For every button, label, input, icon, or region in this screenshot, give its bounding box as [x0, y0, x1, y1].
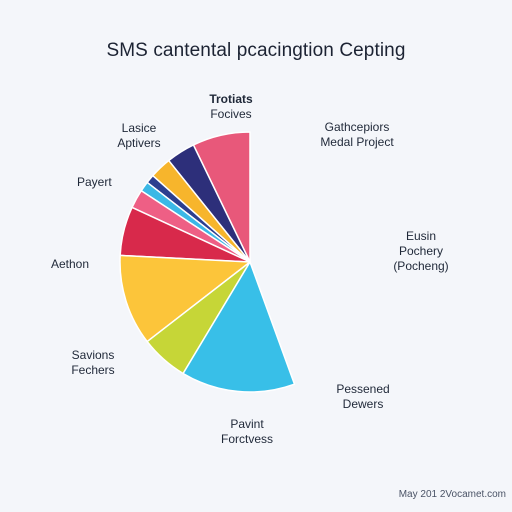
label-pavint: Pavint Forctvess [212, 417, 282, 447]
label-line1: Gathcepiors [324, 120, 390, 134]
label-lasice: Lasice Aptivers [104, 121, 174, 151]
pie-slice-8 [119, 254, 251, 343]
label-aethon: Aethon [51, 257, 89, 272]
label-line2: Medal Project [320, 135, 394, 149]
label-line2: Forctvess [220, 432, 273, 446]
label-line2: Pochery [398, 244, 444, 258]
label-pessened: Pessened Dewers [328, 382, 398, 412]
label-line2: Dewers [342, 397, 384, 411]
label-line1: Savions [71, 348, 115, 362]
chart-title: SMS cantental pcacingtion Cepting [106, 40, 406, 61]
label-eusin: Eusin Pochery (Pocheng) [386, 229, 456, 274]
label-line1: Payert [77, 175, 112, 189]
label-line1: Trotiats [209, 92, 253, 106]
label-line3: (Pocheng) [393, 259, 449, 273]
label-line1: Eusin [405, 229, 437, 243]
label-line1: Pessened [336, 382, 390, 396]
pie-slice-10 [182, 261, 296, 393]
label-payert: Payert [77, 175, 112, 190]
label-gathcepiors: Gathcepiors Medal Project [312, 120, 402, 150]
label-trotiats: Trotiats Focives [196, 92, 266, 122]
label-line2: Aptivers [117, 136, 161, 150]
label-line1: Aethon [51, 257, 90, 271]
footer-text: May 201 2Vocamet.com [398, 489, 506, 500]
label-line2: Focives [210, 107, 252, 121]
label-line1: Lasice [121, 121, 157, 135]
label-savions: Savions Fechers [58, 348, 128, 378]
label-line2: Fechers [71, 363, 115, 377]
label-line1: Pavint [230, 417, 264, 431]
